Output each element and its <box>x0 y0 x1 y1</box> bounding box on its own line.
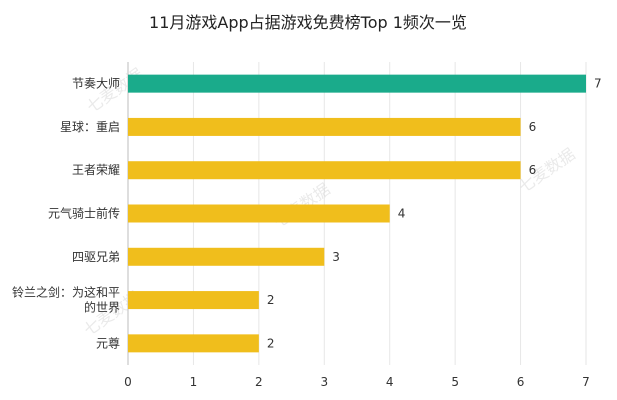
watermark: 七麦数据 <box>515 144 578 196</box>
x-tick-label: 6 <box>517 375 525 389</box>
category-label: 四驱兄弟 <box>72 250 120 264</box>
data-label: 2 <box>267 293 275 307</box>
category-label: 元气骑士前传 <box>48 206 120 221</box>
data-label: 6 <box>529 163 537 177</box>
data-label: 3 <box>332 250 340 264</box>
x-tick-label: 2 <box>255 375 263 389</box>
category-label: 星球：重启 <box>60 120 120 134</box>
data-label: 7 <box>594 77 602 91</box>
x-tick-label: 1 <box>190 375 198 389</box>
bar-2 <box>128 161 521 180</box>
bar-3 <box>128 204 390 223</box>
bar-6 <box>128 334 259 353</box>
x-tick-label: 3 <box>320 375 328 389</box>
bar-1 <box>128 117 521 136</box>
x-tick-label: 7 <box>582 375 590 389</box>
x-tick-label: 5 <box>451 375 459 389</box>
category-label: 王者荣耀 <box>72 163 120 177</box>
x-tick-label: 0 <box>124 375 132 389</box>
data-label: 4 <box>398 207 406 221</box>
data-label: 6 <box>529 120 537 134</box>
data-label: 2 <box>267 336 275 350</box>
bar-4 <box>128 247 325 266</box>
bar-0 <box>128 74 586 93</box>
bar-5 <box>128 291 259 310</box>
category-label: 元尊 <box>96 335 120 350</box>
category-label: 铃兰之剑：为这和平的世界 <box>12 285 120 315</box>
x-tick-label: 4 <box>386 375 394 389</box>
category-label: 节奏大师 <box>72 77 120 91</box>
chart-title: 11月游戏App占据游戏免费榜Top 1频次一览 <box>149 13 467 32</box>
